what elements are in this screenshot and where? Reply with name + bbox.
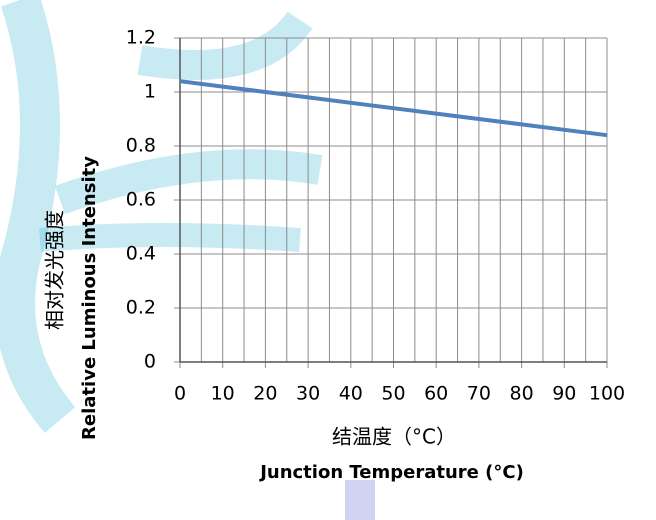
x-title: 结温度（°C） <box>332 425 456 449</box>
y-tick-label: 0.2 <box>126 297 156 319</box>
x-tick-label: 40 <box>339 383 363 405</box>
watermark <box>0 0 375 520</box>
x-tick-label: 70 <box>467 383 491 405</box>
x-tick-label: 90 <box>552 383 576 405</box>
x-tick-label: 10 <box>211 383 235 405</box>
data-line <box>179 79 608 138</box>
x-tick-label: 30 <box>296 383 320 405</box>
y-tick-label: 0 <box>144 351 156 373</box>
y-tick-label: 1 <box>144 81 156 103</box>
x-tick-label: 80 <box>510 383 534 405</box>
y-tick-label: 0.8 <box>126 135 156 157</box>
y-title: 相对发光强度 <box>43 210 67 330</box>
x-tick-label: 100 <box>589 383 625 405</box>
x-tick-label: 60 <box>424 383 448 405</box>
x-title-en: Junction Temperature (°C) <box>258 462 524 483</box>
y-tick-label: 1.2 <box>126 27 156 49</box>
x-tick-label: 0 <box>174 383 186 405</box>
y-tick-label: 0.4 <box>126 243 156 265</box>
y-title-en: Relative Luminous Intensity <box>79 156 100 440</box>
y-tick-label: 0.6 <box>126 189 156 211</box>
x-tick-label: 50 <box>381 383 405 405</box>
x-tick-label: 20 <box>253 383 277 405</box>
